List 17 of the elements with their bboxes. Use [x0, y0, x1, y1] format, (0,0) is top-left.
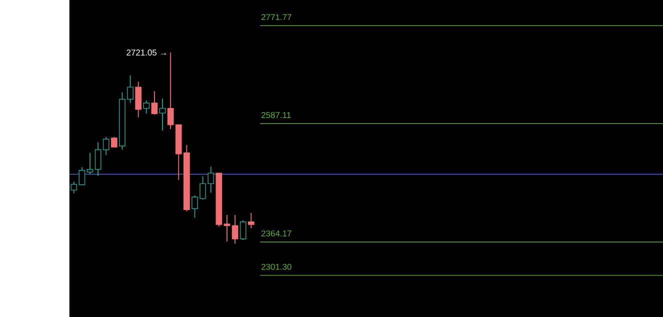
ref-line-label: 2771.77 — [262, 14, 292, 20]
candlestick — [94, 142, 102, 176]
ref-line-label: 2364.17 — [262, 230, 292, 236]
candlestick — [135, 81, 142, 118]
ref-line-label: 2587.11 — [262, 112, 291, 118]
annotation: 2721.05 → — [126, 50, 166, 56]
candlestick — [232, 214, 238, 244]
candlestick — [78, 166, 86, 186]
candlestick — [159, 98, 166, 132]
candlestick — [240, 220, 246, 240]
candlestick — [86, 152, 94, 176]
candlestick — [143, 100, 150, 114]
candlestick — [248, 212, 254, 229]
ref-line-label: 2301.30 — [262, 264, 292, 270]
candlestick — [102, 136, 110, 156]
candlestick — [151, 90, 158, 116]
candlestick — [224, 214, 230, 242]
